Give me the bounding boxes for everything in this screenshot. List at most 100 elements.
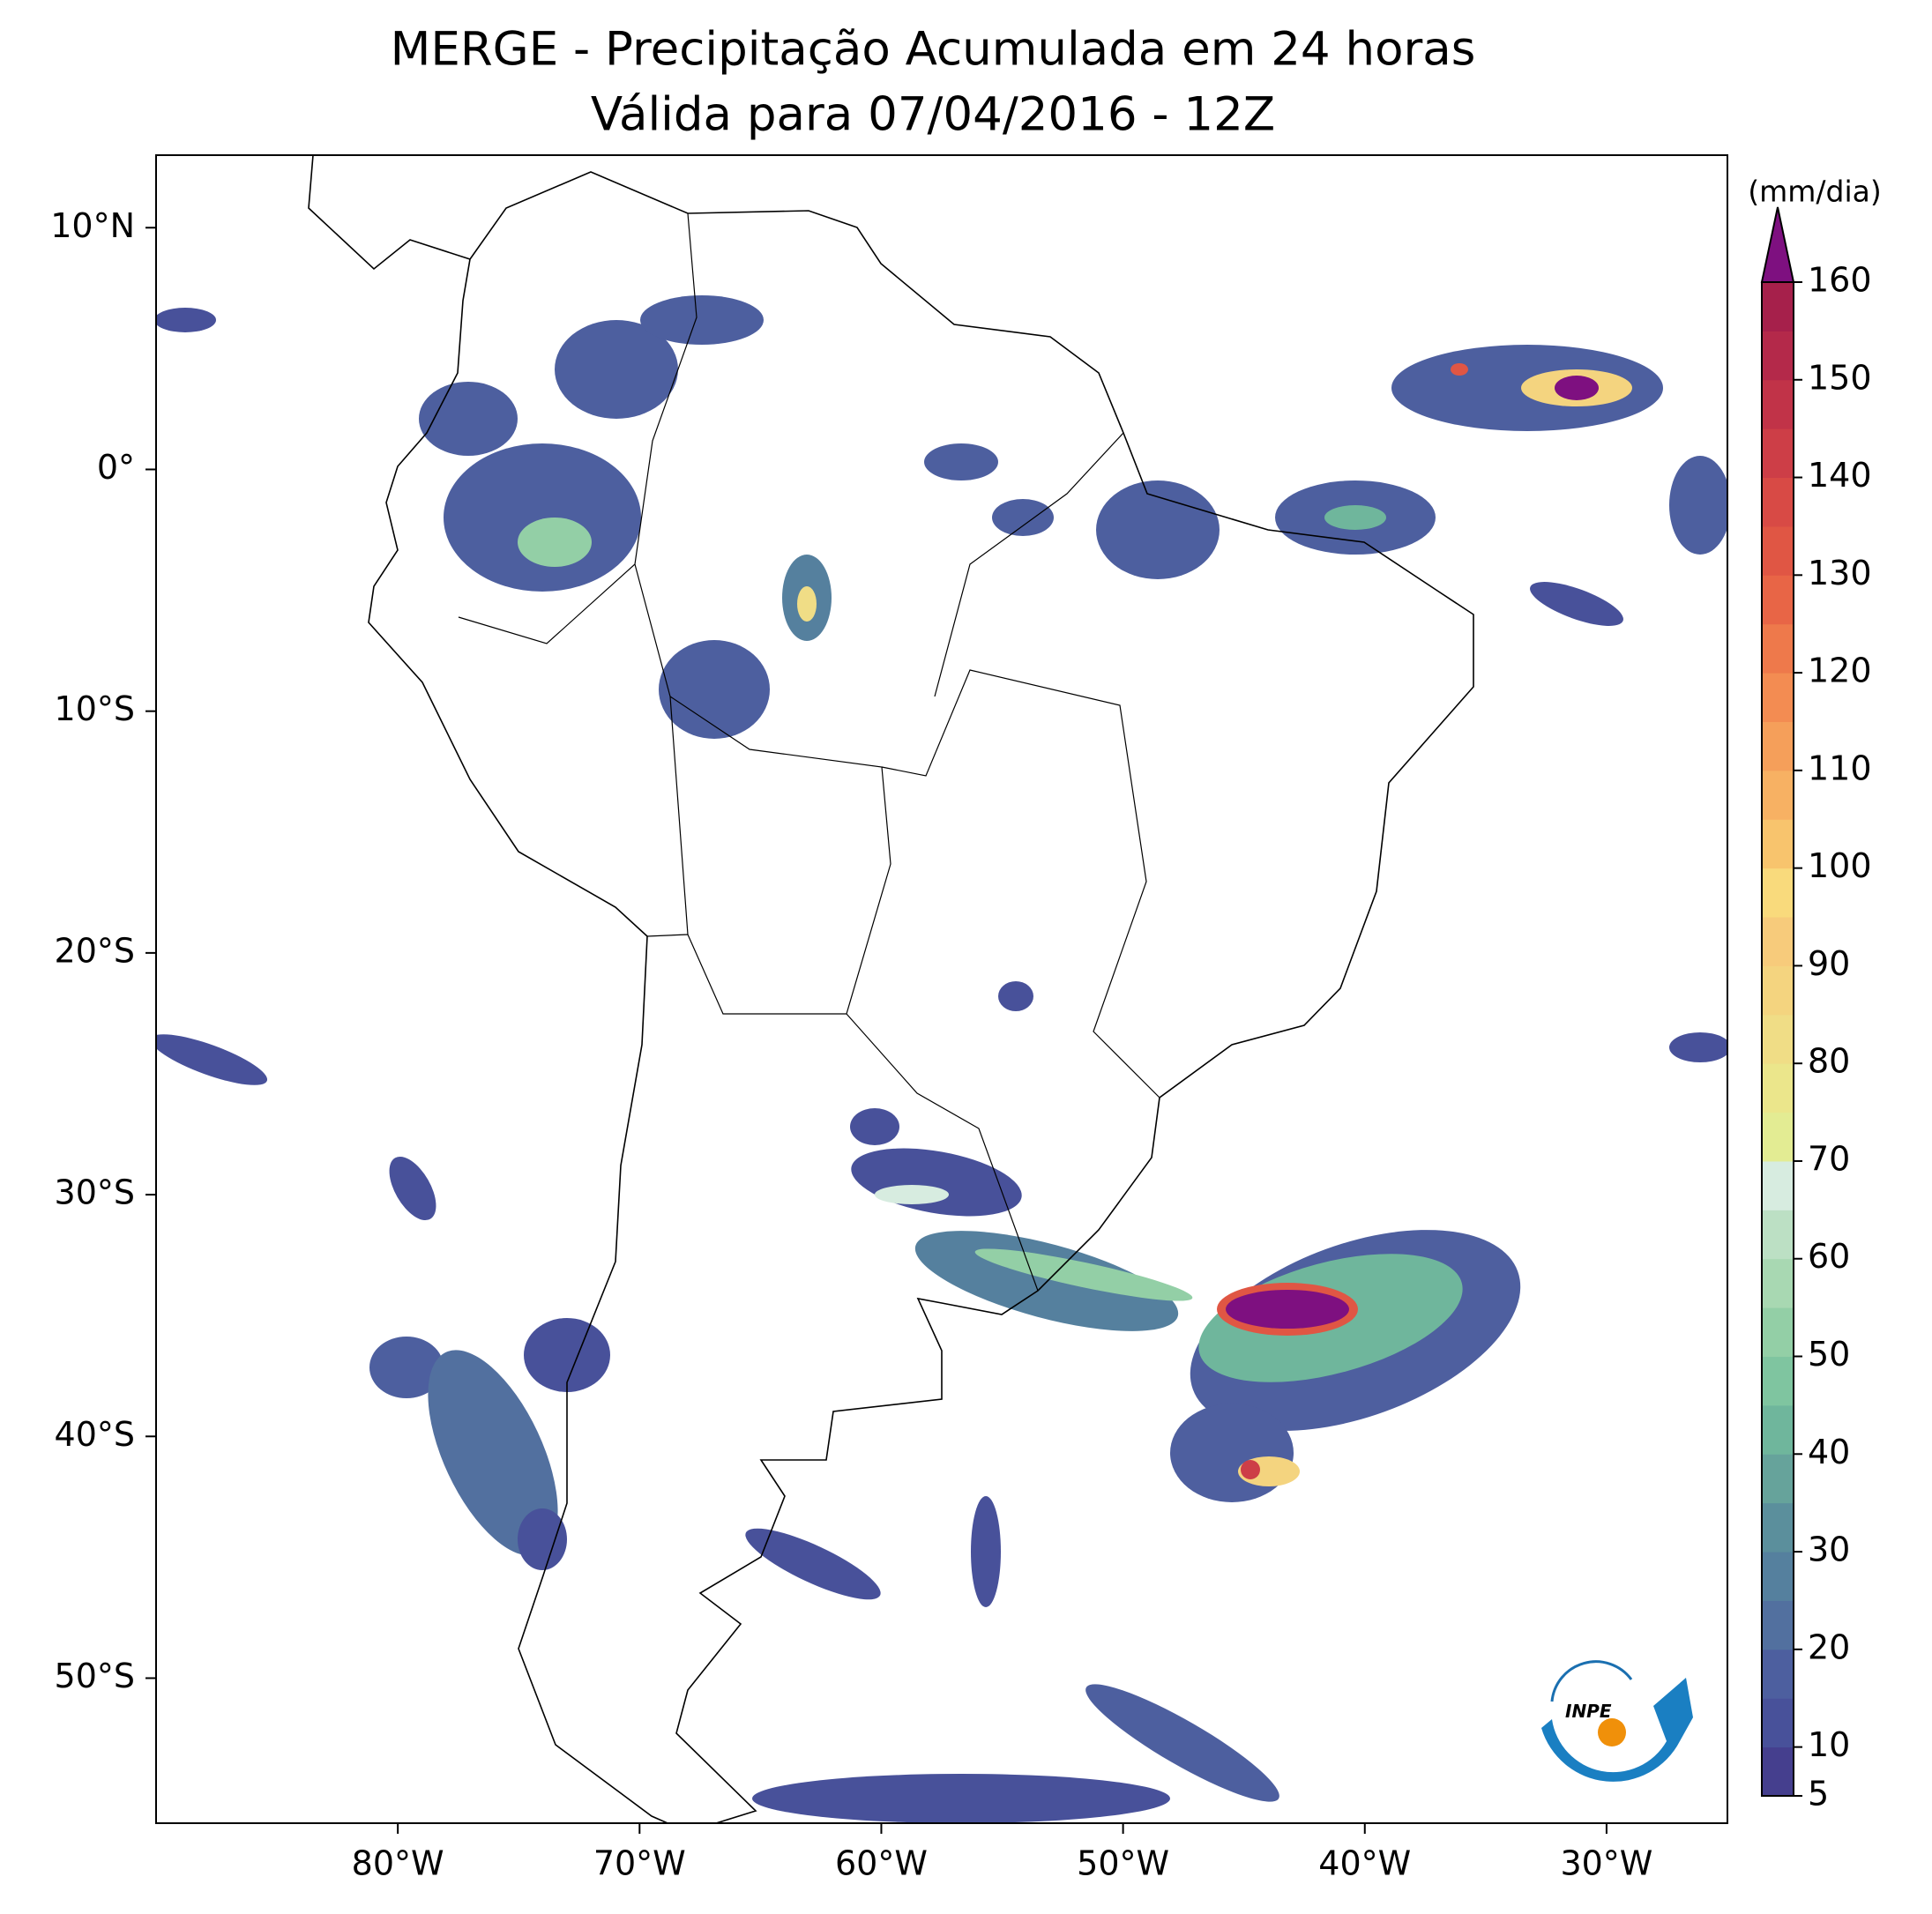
rain-area bbox=[851, 1148, 1022, 1217]
rain-area bbox=[974, 1248, 1193, 1301]
rain-area bbox=[640, 295, 764, 345]
y-tick-label: 30°S bbox=[55, 1173, 135, 1212]
colorbar-band bbox=[1762, 1258, 1794, 1308]
rain-area bbox=[1226, 1290, 1349, 1329]
map-area bbox=[156, 155, 1727, 1823]
colorbar-band bbox=[1762, 1160, 1794, 1210]
colorbar-frame bbox=[1761, 281, 1794, 1797]
colorbar-band bbox=[1762, 477, 1794, 527]
colorbar-band bbox=[1762, 575, 1794, 625]
colorbar-band bbox=[1762, 428, 1794, 479]
logo: INPE bbox=[1541, 1660, 1693, 1782]
rain-area bbox=[659, 640, 770, 739]
colorbar-band bbox=[1762, 1746, 1794, 1797]
colorbar-tick-label: 160 bbox=[1808, 261, 1872, 300]
y-tick-label: 10°N bbox=[50, 206, 135, 245]
rain-area bbox=[1530, 582, 1623, 626]
colorbar-tick-label: 20 bbox=[1808, 1627, 1850, 1666]
colorbar-tick-label: 80 bbox=[1808, 1042, 1850, 1081]
colorbar-tick-label: 100 bbox=[1808, 846, 1872, 885]
colorbar-band bbox=[1762, 1210, 1794, 1260]
logo-text: INPE bbox=[1565, 1701, 1612, 1722]
colorbar-band bbox=[1762, 1014, 1794, 1064]
rain-area bbox=[850, 1108, 899, 1145]
rain-area bbox=[1451, 363, 1468, 376]
colorbar-tick-label: 30 bbox=[1808, 1530, 1850, 1569]
colorbar-tick-label: 40 bbox=[1808, 1433, 1850, 1471]
colorbar-band bbox=[1762, 379, 1794, 429]
colorbar-band bbox=[1762, 917, 1794, 966]
x-tick-label: 70°W bbox=[593, 1844, 686, 1883]
rain-area bbox=[745, 1528, 881, 1600]
rain-area bbox=[992, 499, 1054, 536]
coastline bbox=[308, 155, 471, 271]
coastline bbox=[368, 171, 1474, 1823]
rain-area bbox=[1555, 376, 1599, 400]
colorbar-tick-label: 120 bbox=[1808, 652, 1872, 690]
rain-area bbox=[1085, 1684, 1279, 1802]
y-tick-label: 50°S bbox=[55, 1657, 135, 1695]
rain-area bbox=[752, 1774, 1170, 1823]
colorbar-tick-label: 90 bbox=[1808, 944, 1850, 983]
colorbar-tick-label: 140 bbox=[1808, 456, 1872, 495]
rain-area bbox=[389, 1156, 436, 1221]
y-tick-label: 0° bbox=[97, 448, 135, 487]
colorbar-tick-label: 70 bbox=[1808, 1139, 1850, 1178]
colorbar-band bbox=[1762, 1600, 1794, 1650]
subtitle: Válida para 07/04/2016 - 12Z bbox=[591, 88, 1275, 142]
colorbar-band bbox=[1762, 525, 1794, 576]
colorbar-band bbox=[1762, 965, 1794, 1016]
colorbar-band bbox=[1762, 1404, 1794, 1455]
colorbar-band bbox=[1762, 819, 1794, 869]
colorbar-band bbox=[1762, 1698, 1794, 1748]
colorbar-tick-label: 130 bbox=[1808, 554, 1872, 592]
rain-area bbox=[444, 443, 641, 592]
colorbar-band bbox=[1762, 868, 1794, 918]
rain-area bbox=[1096, 480, 1220, 579]
colorbar-tick-label: 5 bbox=[1808, 1775, 1829, 1813]
colorbar-band bbox=[1762, 770, 1794, 820]
map-frame bbox=[155, 154, 1728, 1824]
rain-area bbox=[369, 1337, 444, 1398]
rain-area bbox=[924, 443, 998, 480]
rain-area bbox=[1241, 1460, 1260, 1479]
x-tick-label: 60°W bbox=[835, 1844, 928, 1883]
colorbar-band bbox=[1762, 1454, 1794, 1504]
rain-area bbox=[518, 1508, 567, 1570]
rain-area bbox=[555, 320, 678, 419]
rain-area bbox=[875, 1185, 949, 1204]
rain-area bbox=[156, 308, 216, 332]
x-tick-label: 80°W bbox=[352, 1844, 444, 1883]
y-tick-label: 20°S bbox=[55, 931, 135, 970]
rain-area bbox=[524, 1318, 610, 1392]
colorbar-band bbox=[1762, 1307, 1794, 1358]
colorbar-tick-label: 150 bbox=[1808, 358, 1872, 397]
colorbar-band bbox=[1762, 721, 1794, 771]
rain-area bbox=[428, 1350, 558, 1556]
borders bbox=[458, 212, 1160, 1292]
colorbar-band bbox=[1762, 623, 1794, 674]
rain-area bbox=[797, 586, 817, 622]
rain-area bbox=[998, 981, 1033, 1011]
colorbar-tick-label: 110 bbox=[1808, 748, 1872, 787]
precipitation bbox=[156, 295, 1727, 1823]
colorbar-band bbox=[1762, 1112, 1794, 1162]
rain-area bbox=[1324, 505, 1386, 530]
colorbar-band bbox=[1762, 1552, 1794, 1601]
rain-area bbox=[971, 1496, 1001, 1607]
colorbar-tick-label: 50 bbox=[1808, 1335, 1850, 1374]
colorbar-band bbox=[1762, 1502, 1794, 1553]
colorbar-band bbox=[1762, 1356, 1794, 1406]
x-tick-label: 40°W bbox=[1318, 1844, 1411, 1883]
colorbar-band bbox=[1762, 331, 1794, 381]
colorbar-band bbox=[1762, 673, 1794, 722]
colorbar-band bbox=[1762, 1063, 1794, 1113]
y-tick-label: 10°S bbox=[55, 689, 135, 728]
x-tick-label: 30°W bbox=[1560, 1844, 1652, 1883]
rain-area bbox=[1170, 1404, 1294, 1502]
rain-area bbox=[518, 518, 592, 567]
colorbar-band bbox=[1762, 1649, 1794, 1699]
colorbar-label: (mm/dia) bbox=[1748, 175, 1882, 209]
